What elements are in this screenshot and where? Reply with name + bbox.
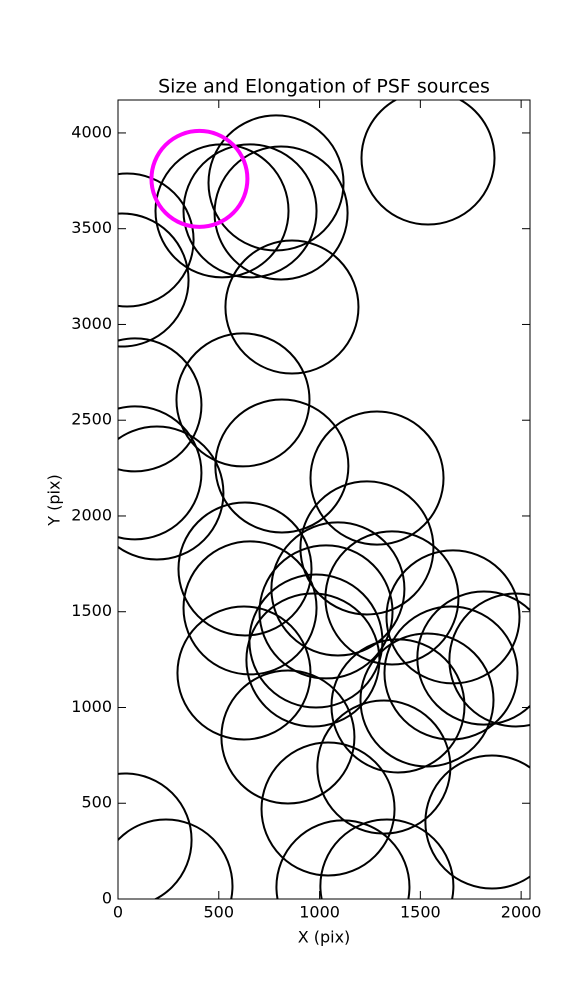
psf-source [224, 239, 360, 375]
y-tick-label: 3500 [71, 218, 112, 237]
psf-source [118, 425, 225, 561]
psf-source [383, 605, 519, 741]
psf-source [448, 592, 530, 728]
psf-source [258, 544, 394, 680]
psf-source [118, 212, 190, 348]
psf-source [154, 143, 290, 279]
psf-source [176, 605, 312, 741]
psf-source [182, 540, 318, 676]
y-tick-label: 2000 [71, 505, 112, 524]
psf-source [149, 128, 250, 229]
psf-source [220, 669, 356, 805]
psf-source [319, 818, 455, 899]
psf-source [207, 114, 345, 252]
y-tick-label: 0 [102, 889, 112, 908]
psf-source [275, 819, 411, 899]
y-axis-label: Y (pix) [45, 474, 64, 526]
psf-source [213, 145, 349, 281]
x-axis-label: X (pix) [298, 928, 351, 947]
y-tick-label: 4000 [71, 122, 112, 141]
psf-source [118, 772, 193, 899]
y-tick-label: 1500 [71, 601, 112, 620]
psf-source [118, 818, 234, 899]
psf-source [118, 405, 203, 541]
psf-source [118, 337, 203, 473]
psf-source [175, 332, 311, 468]
x-tick-label: 1500 [400, 903, 441, 922]
plot-area [118, 100, 530, 899]
y-tick-label: 3000 [71, 314, 112, 333]
x-tick-label: 0 [113, 903, 123, 922]
x-tick-label: 2000 [501, 903, 542, 922]
psf-source [260, 741, 396, 877]
y-tick-label: 500 [81, 793, 112, 812]
psf-source [360, 100, 496, 226]
chart-title: Size and Elongation of PSF sources [158, 76, 490, 98]
psf-source [309, 410, 445, 546]
x-tick-label: 500 [204, 903, 235, 922]
y-tick-label: 2500 [71, 410, 112, 429]
psf-source [182, 143, 318, 279]
psf-source [245, 592, 381, 728]
psf-source [177, 501, 313, 637]
y-tick-label: 1000 [71, 697, 112, 716]
psf-source [416, 590, 530, 726]
psf-source [299, 480, 435, 616]
axes-frame [117, 99, 531, 900]
psf-source [424, 754, 530, 890]
psf-source [214, 398, 350, 534]
psf-source [270, 521, 406, 657]
x-tick-label: 1000 [299, 903, 340, 922]
psf-source [324, 530, 460, 666]
psf-source [118, 172, 195, 308]
psf-source [330, 638, 466, 774]
